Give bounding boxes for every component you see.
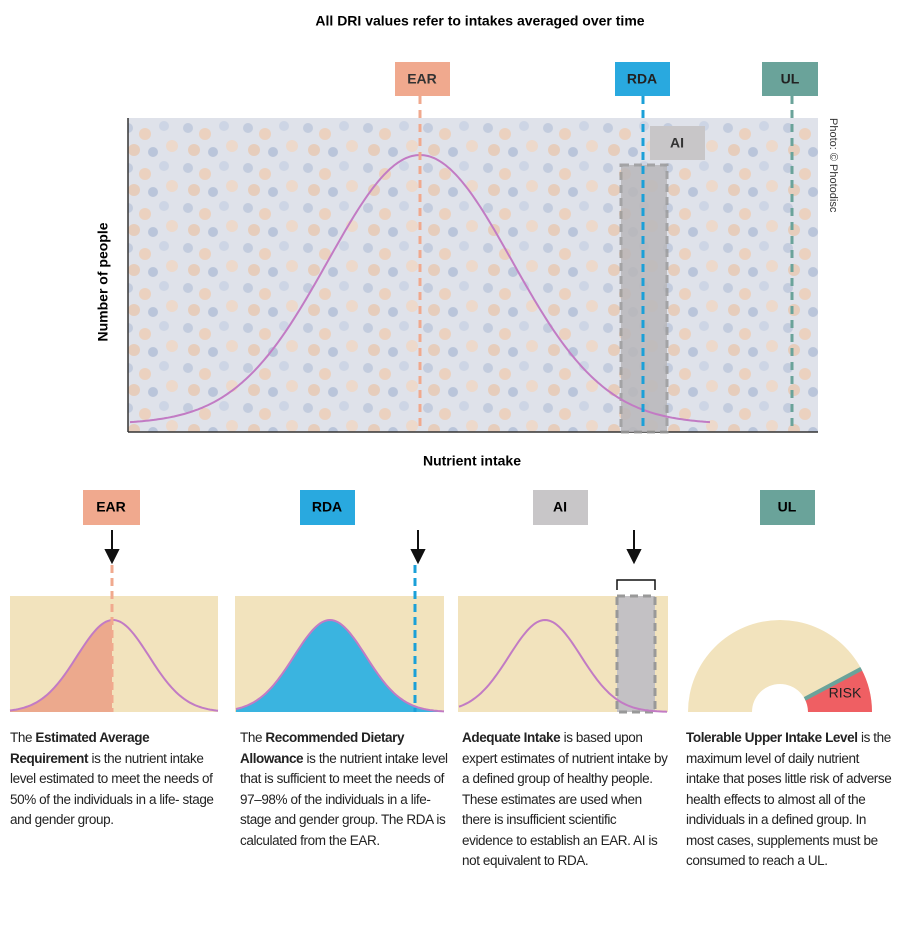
ul-label: UL bbox=[781, 71, 800, 87]
panel-label: RDA bbox=[312, 499, 342, 515]
ai-band bbox=[617, 596, 655, 712]
panel-label: EAR bbox=[96, 499, 126, 515]
text: is based upon expert estimates of nutrie… bbox=[462, 730, 667, 868]
text: The bbox=[240, 730, 265, 745]
risk-label: RISK bbox=[829, 685, 862, 701]
term: Tolerable Upper Intake Level bbox=[686, 730, 858, 745]
description: Adequate Intake is based upon expert est… bbox=[462, 728, 670, 872]
x-axis-label: Nutrient intake bbox=[423, 453, 521, 469]
title: All DRI values refer to intakes averaged… bbox=[315, 13, 644, 29]
panel-label: AI bbox=[553, 499, 567, 515]
text: The bbox=[10, 730, 35, 745]
ear-label: EAR bbox=[407, 71, 437, 87]
page: All DRI values refer to intakes averaged… bbox=[0, 0, 904, 941]
photo-credit: Photo: © Photodisc bbox=[827, 118, 839, 213]
panel-label: UL bbox=[778, 499, 797, 515]
description: The Recommended Dietary Allowance is the… bbox=[240, 728, 448, 851]
panel-bg bbox=[10, 596, 218, 712]
description: The Estimated Average Requirement is the… bbox=[10, 728, 218, 831]
ai-label: AI bbox=[670, 135, 684, 151]
description: Tolerable Upper Intake Level is the maxi… bbox=[686, 728, 894, 872]
text: is the maximum level of daily nutrient i… bbox=[686, 730, 891, 868]
crowd-photo bbox=[128, 118, 818, 432]
y-axis-label: Number of people bbox=[95, 222, 111, 341]
term: Adequate Intake bbox=[462, 730, 560, 745]
rda-label: RDA bbox=[627, 71, 657, 87]
arrows bbox=[106, 530, 655, 590]
